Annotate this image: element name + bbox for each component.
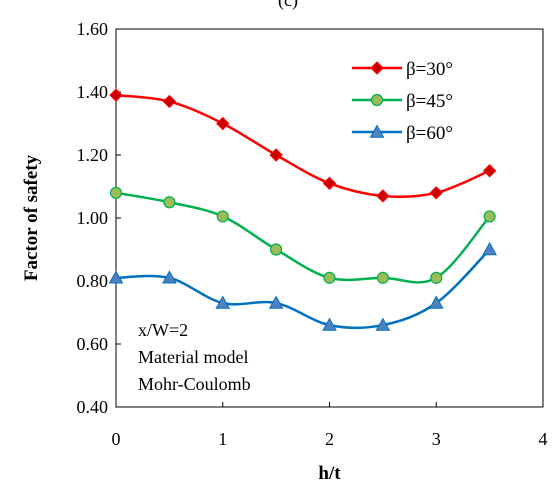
data-point bbox=[322, 176, 337, 191]
y-tick-label: 1.20 bbox=[77, 145, 109, 165]
y-axis: 0.40 0.60 0.80 1.00 1.20 1.40 1.60 bbox=[77, 19, 121, 417]
y-tick-label: 0.60 bbox=[77, 334, 109, 354]
data-point bbox=[483, 210, 496, 223]
legend-marker bbox=[369, 124, 385, 138]
x-tick-label: 1 bbox=[218, 429, 227, 449]
legend-label: β=60° bbox=[406, 123, 453, 144]
data-point bbox=[430, 271, 443, 284]
data-point bbox=[270, 243, 283, 256]
data-point bbox=[215, 295, 231, 309]
data-point bbox=[322, 317, 337, 331]
data-point bbox=[376, 271, 389, 284]
data-point bbox=[163, 196, 176, 209]
y-tick-label: 0.80 bbox=[77, 271, 109, 291]
x-axis-title: h/t bbox=[318, 463, 341, 484]
legend-label: β=45° bbox=[406, 91, 453, 112]
data-point bbox=[323, 271, 336, 284]
series-1 bbox=[109, 186, 496, 284]
data-point bbox=[428, 295, 444, 309]
annotation-line-2: Material model bbox=[138, 347, 248, 367]
x-tick-label: 0 bbox=[112, 429, 121, 449]
data-point bbox=[482, 164, 497, 178]
data-point bbox=[429, 186, 443, 200]
data-point bbox=[268, 295, 284, 309]
data-point bbox=[109, 186, 123, 199]
legend-marker bbox=[370, 61, 384, 75]
x-tick-label: 4 bbox=[539, 429, 548, 449]
data-point bbox=[109, 88, 123, 102]
series-line bbox=[115, 248, 491, 330]
data-point bbox=[216, 210, 229, 223]
series-2 bbox=[108, 241, 497, 331]
panel-label: (c) bbox=[278, 0, 298, 11]
data-point bbox=[376, 189, 390, 203]
annotation-line-1: x/W=2 bbox=[138, 320, 188, 340]
series-layer bbox=[108, 88, 497, 331]
annotation-box: x/W=2 Material model Mohr-Coulomb bbox=[138, 320, 251, 394]
y-tick-label: 1.00 bbox=[77, 208, 109, 228]
y-axis-title: Factor of safety bbox=[21, 154, 42, 281]
x-axis: 0 1 2 3 4 bbox=[112, 402, 548, 449]
y-tick-label: 1.60 bbox=[77, 19, 109, 39]
y-tick-label: 1.40 bbox=[77, 82, 109, 102]
data-point bbox=[269, 148, 283, 162]
series-0 bbox=[109, 88, 497, 203]
legend: β=30° β=45° β=60° bbox=[352, 59, 453, 144]
y-tick-label: 0.40 bbox=[77, 397, 109, 417]
data-point bbox=[162, 270, 177, 284]
legend-label: β=30° bbox=[406, 59, 453, 80]
data-point bbox=[216, 116, 230, 131]
x-tick-label: 3 bbox=[432, 429, 441, 449]
annotation-line-3: Mohr-Coulomb bbox=[138, 374, 251, 394]
data-point bbox=[108, 270, 124, 284]
data-point bbox=[375, 317, 391, 331]
data-point bbox=[162, 94, 177, 109]
x-tick-label: 2 bbox=[325, 429, 334, 449]
data-point bbox=[482, 241, 497, 256]
legend-marker bbox=[370, 93, 384, 107]
